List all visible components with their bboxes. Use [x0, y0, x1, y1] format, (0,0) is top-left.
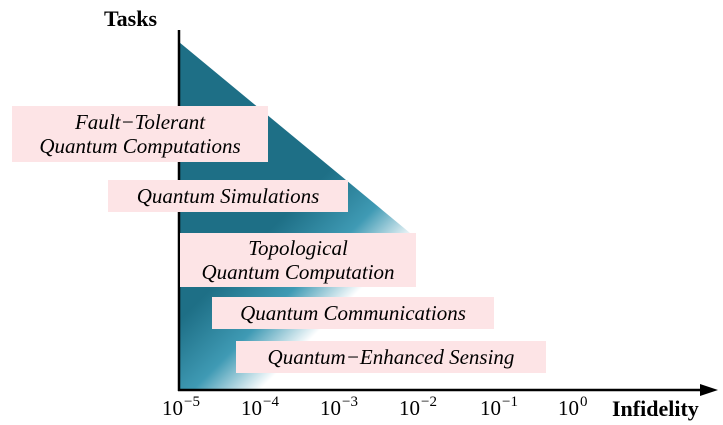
- x-tick-label: 10−1: [480, 394, 518, 420]
- task-quantum-simulations: Quantum Simulations: [108, 180, 348, 212]
- x-tick-label: 10−3: [320, 394, 358, 420]
- x-tick-label: 10−2: [399, 394, 437, 420]
- x-tick-label: 100: [558, 394, 588, 420]
- task-line: Fault−Tolerant: [74, 110, 206, 134]
- x-axis-arrowhead: [700, 384, 718, 396]
- task-topological-qc: Topological Quantum Computation: [180, 233, 416, 287]
- infidelity-task-triangle: [179, 42, 600, 390]
- x-tick-label: 10−5: [162, 394, 200, 420]
- task-quantum-communications: Quantum Communications: [212, 297, 494, 329]
- task-line: Quantum Computation: [201, 260, 395, 284]
- x-tick-label: 10−4: [241, 394, 279, 420]
- task-line: Quantum Computations: [39, 134, 241, 158]
- task-line: Quantum Communications: [240, 301, 466, 325]
- y-axis-title: Tasks: [104, 6, 158, 31]
- task-quantum-enhanced-sensing: Quantum−Enhanced Sensing: [236, 341, 546, 373]
- task-line: Topological: [248, 236, 348, 260]
- x-axis-title: Infidelity: [612, 396, 699, 421]
- task-fault-tolerant-qc: Fault−Tolerant Quantum Computations: [12, 106, 268, 162]
- task-line: Quantum Simulations: [136, 184, 320, 208]
- task-line: Quantum−Enhanced Sensing: [267, 345, 515, 369]
